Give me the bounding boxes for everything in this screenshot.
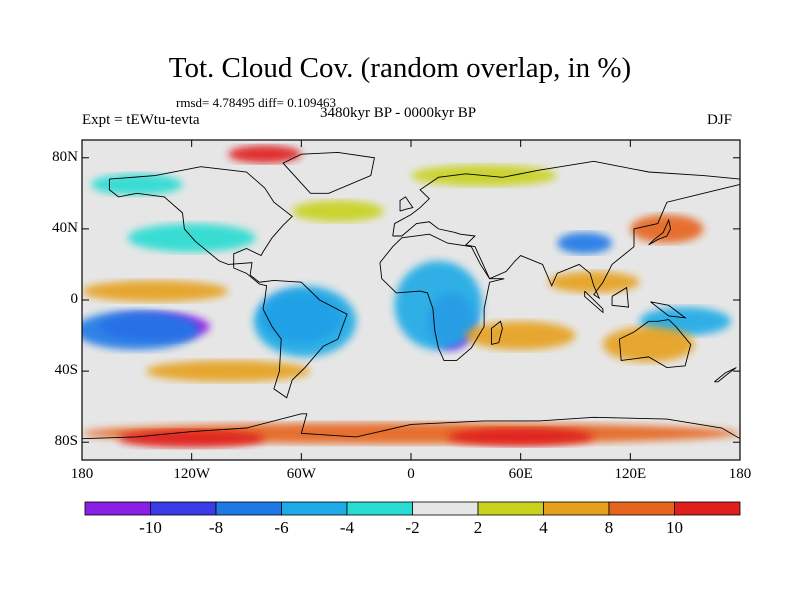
coastline-10	[611, 286, 630, 308]
coastline-1	[282, 151, 375, 194]
colorbar-label: -6	[274, 518, 289, 537]
coastline-2	[392, 160, 740, 300]
colorbar-label: 2	[473, 518, 483, 537]
lon-tick-label: 180	[70, 466, 94, 482]
lon-tick-label: 180	[728, 466, 752, 482]
field-anomaly-14	[118, 429, 265, 448]
field-anomaly-10	[145, 360, 311, 382]
coastline-8	[490, 320, 503, 345]
colorbar	[84, 501, 741, 516]
colorbar-label: -2	[405, 518, 420, 537]
field-anomaly-15	[447, 428, 594, 446]
coastline-12	[714, 367, 737, 383]
colorbar-swatch-3	[281, 501, 348, 516]
lat-tick-label: 0	[70, 291, 79, 307]
colorbar-label: 10	[666, 518, 683, 537]
colorbar-label: -4	[339, 518, 355, 537]
colorbar-swatch-8	[608, 501, 675, 516]
coastline-5	[82, 413, 740, 440]
coastline-11	[650, 301, 687, 319]
colorbar-swatch-1	[150, 501, 217, 516]
lon-tick-label: 0	[407, 466, 415, 482]
field-anomaly-11	[465, 321, 576, 350]
field-anomaly-1	[82, 310, 199, 350]
field-anomaly-9	[82, 280, 229, 302]
lon-tick-label: 120W	[173, 466, 210, 482]
coastline-0	[108, 166, 348, 399]
coastline-9	[584, 290, 604, 314]
plot-title: Tot. Cloud Cov. (random overlap, in %)	[168, 52, 632, 84]
field-anomaly-7	[557, 232, 613, 254]
lon-tick-label: 60E	[508, 466, 533, 482]
colorbar-label: -10	[139, 518, 162, 537]
axis-ticks	[81, 140, 741, 460]
field-anomaly-19	[292, 200, 384, 222]
lon-tick-label: 60W	[286, 466, 316, 482]
field-anomaly-17	[630, 214, 704, 244]
lat-tick-label: 40N	[52, 219, 78, 236]
colorbar-swatch-7	[543, 501, 610, 516]
season-label: DJF	[707, 112, 733, 128]
lat-tick-label: 40S	[54, 362, 78, 379]
coastline-7	[648, 218, 672, 246]
colorbar-label: -8	[208, 518, 224, 537]
colorbar-swatch-4	[346, 501, 413, 516]
cloud-cover-field	[82, 145, 740, 448]
period-label: 3480kyr BP - 0000kyr BP	[320, 105, 477, 121]
colorbar-label: 8	[604, 518, 614, 537]
colorbar-label: 4	[539, 518, 548, 537]
colorbar-swatch-6	[477, 501, 544, 516]
experiment-label: Expt = tEWtu-tevta	[82, 112, 200, 128]
field-anomaly-16	[228, 145, 302, 164]
field-anomaly-18	[548, 271, 640, 293]
coastline-3	[379, 233, 505, 361]
colorbar-swatch-0	[84, 501, 151, 516]
stats-text: rmsd= 4.78495 diff= 0.109463	[176, 95, 336, 110]
lat-tick-label: 80S	[54, 433, 78, 450]
colorbar-swatch-2	[215, 501, 282, 516]
field-anomaly-3	[253, 285, 357, 357]
lon-tick-label: 120E	[614, 466, 647, 482]
colorbar-swatch-9	[674, 501, 741, 516]
colorbar-swatch-5	[412, 501, 479, 516]
coastlines	[82, 151, 740, 440]
coastline-6	[399, 196, 414, 212]
field-anomaly-5	[394, 260, 483, 350]
coastline-4	[618, 319, 692, 369]
lat-tick-label: 80N	[52, 148, 78, 165]
